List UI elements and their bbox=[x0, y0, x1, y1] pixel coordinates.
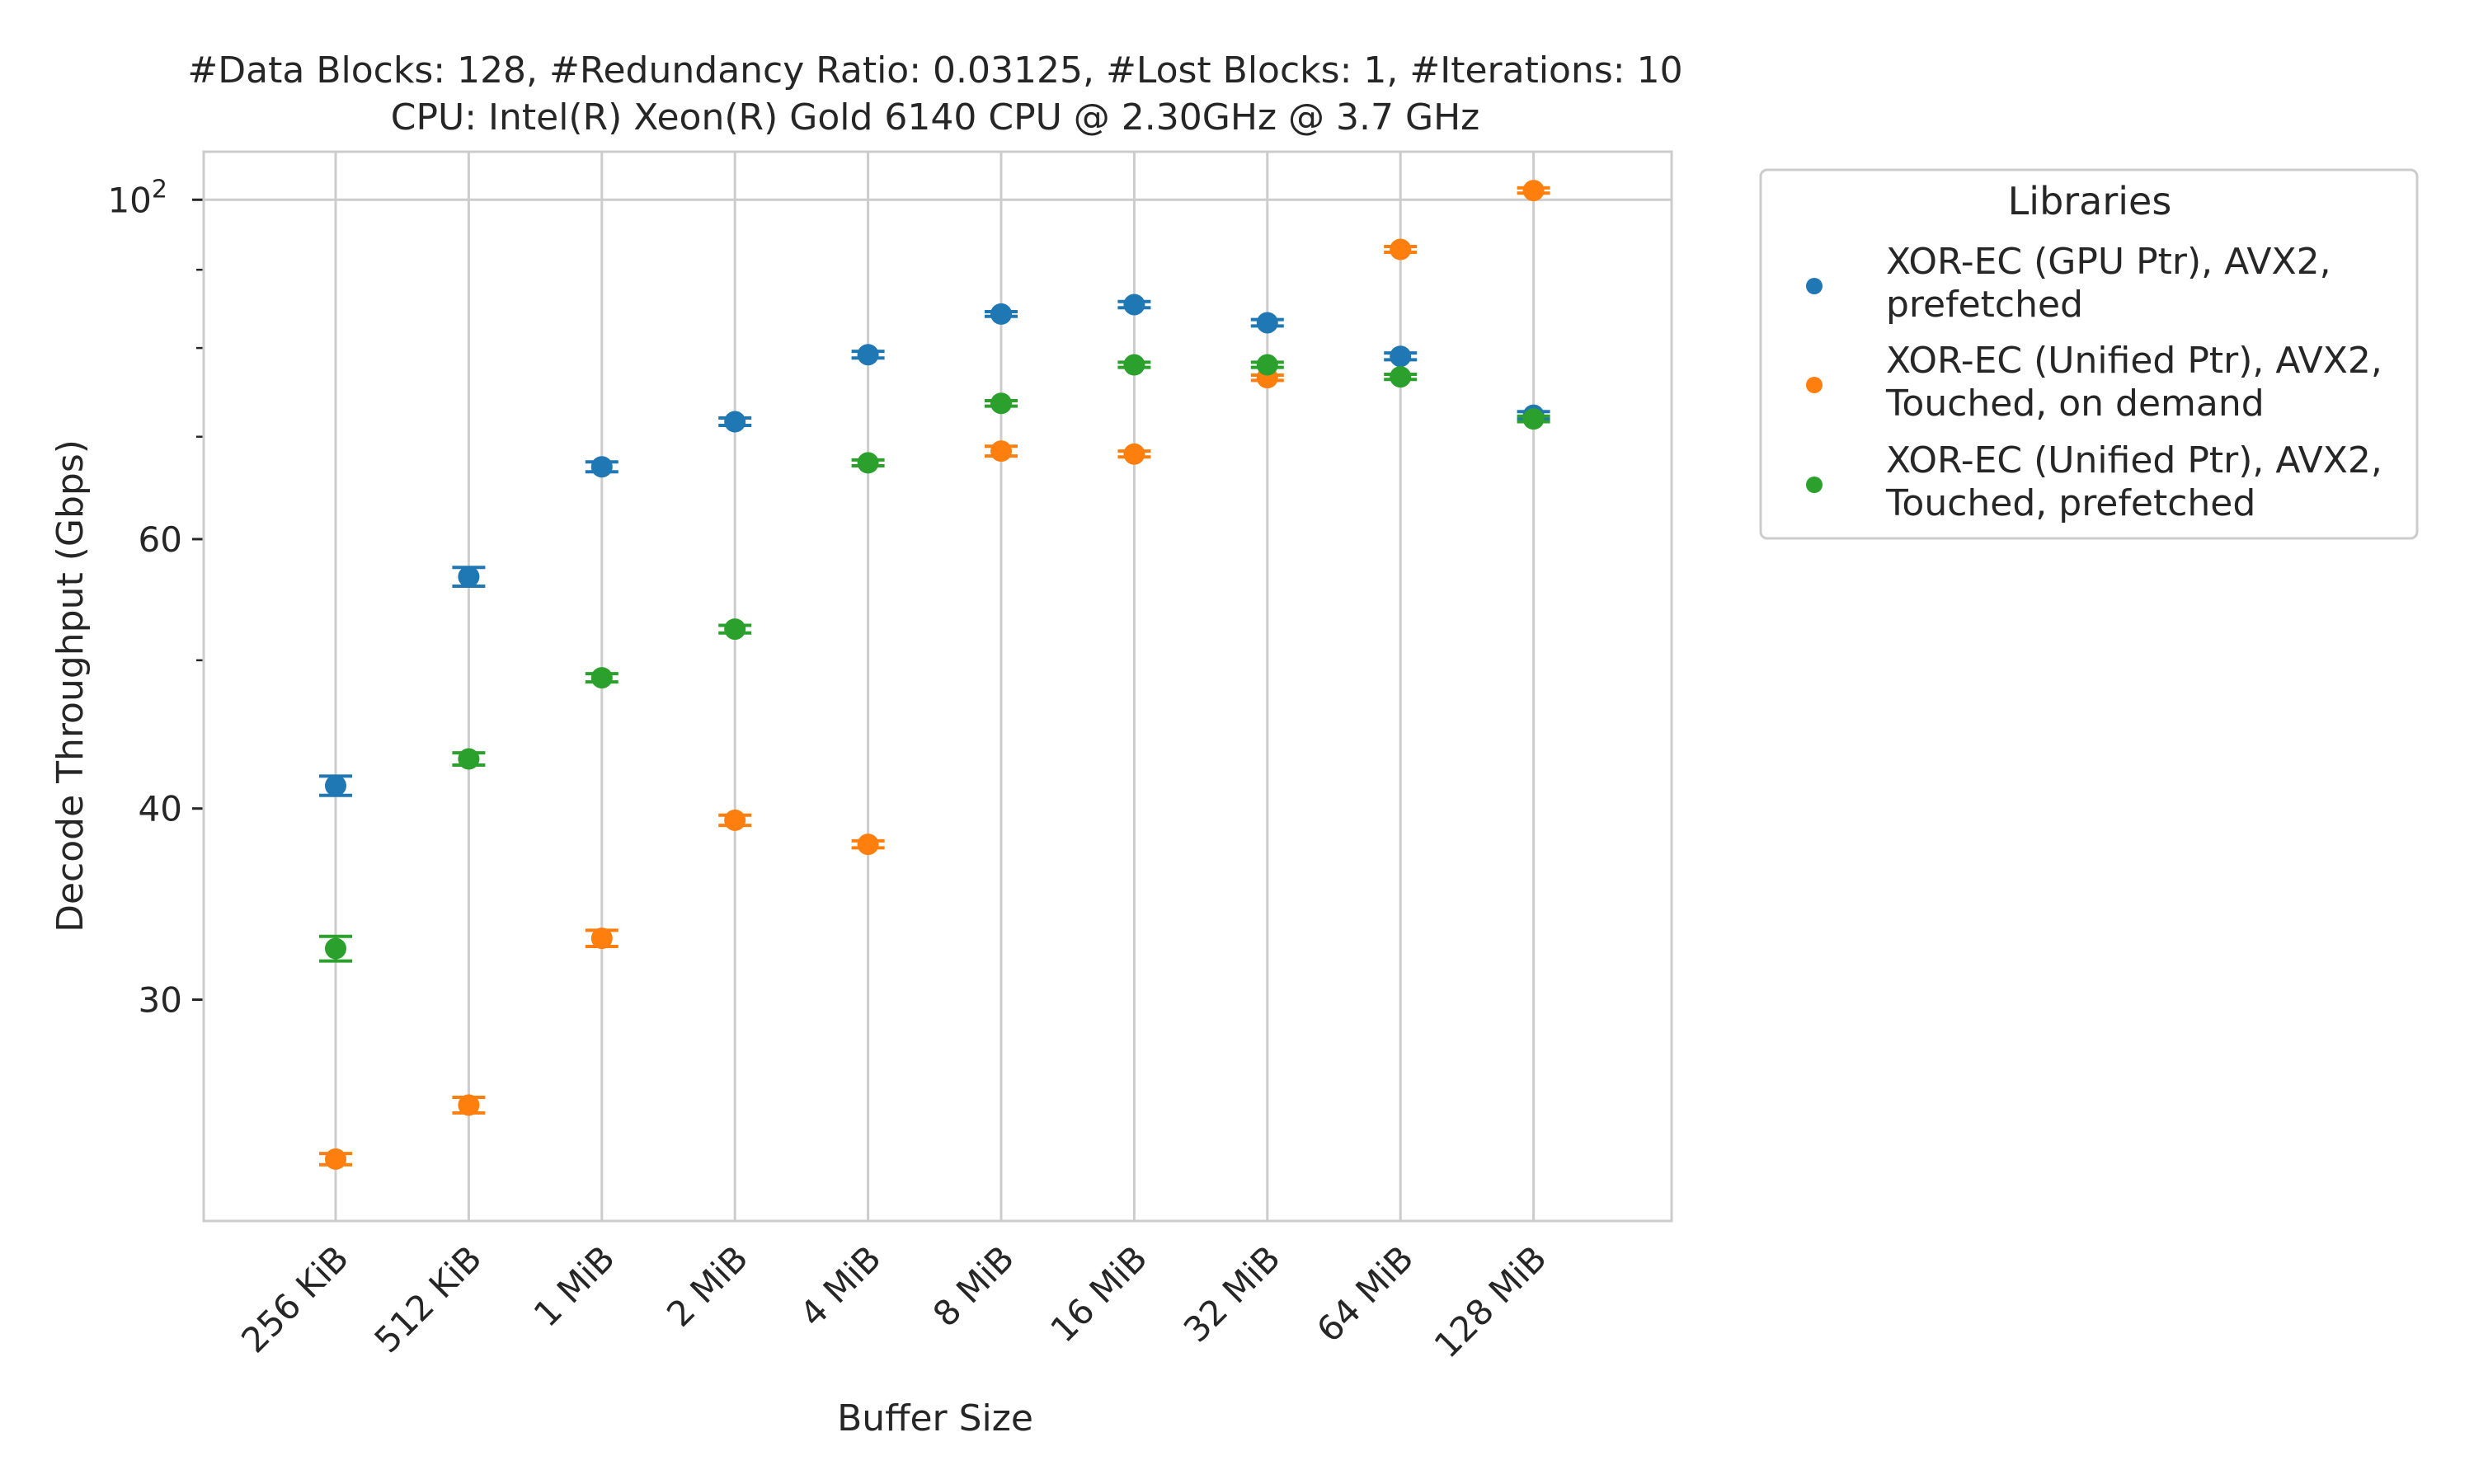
legend-label: prefetched bbox=[1886, 284, 2083, 326]
data-point bbox=[325, 1148, 346, 1170]
data-point bbox=[1522, 180, 1545, 202]
data-point bbox=[458, 566, 480, 588]
data-point bbox=[724, 618, 746, 641]
data-point bbox=[990, 392, 1012, 415]
legend-marker bbox=[1806, 477, 1823, 493]
legend: Libraries XOR-EC (GPU Ptr), AVX2,prefetc… bbox=[1759, 168, 2419, 540]
y-axis-ticks: 102 60 40 30 bbox=[107, 175, 204, 1021]
data-point bbox=[590, 456, 613, 478]
y-tick-label: 60 bbox=[139, 519, 182, 560]
y-tick-label: 30 bbox=[139, 980, 182, 1021]
series-group bbox=[319, 294, 1550, 797]
legend-title: Libraries bbox=[2008, 179, 2172, 223]
data-point bbox=[1390, 366, 1412, 388]
data-point bbox=[724, 809, 746, 831]
data-point bbox=[1123, 443, 1145, 465]
chart-title-line2: CPU: Intel(R) Xeon(R) Gold 6140 CPU @ 2.… bbox=[391, 96, 1480, 139]
x-axis-label: Buffer Size bbox=[837, 1397, 1033, 1439]
data-point bbox=[857, 834, 879, 856]
data-point bbox=[458, 1094, 480, 1116]
legend-label: Touched, on demand bbox=[1885, 383, 2265, 425]
chart-title-line1: #Data Blocks: 128, #Redundancy Ratio: 0.… bbox=[187, 49, 1682, 92]
legend-label: XOR-EC (Unified Ptr), AVX2, bbox=[1886, 340, 2382, 382]
y-axis-label: Decode Throughput (Gbps) bbox=[49, 439, 92, 932]
series-group bbox=[319, 354, 1550, 963]
data-point bbox=[1390, 238, 1412, 261]
data-point bbox=[724, 411, 746, 433]
data-point bbox=[1256, 354, 1278, 376]
legend-label: XOR-EC (Unified Ptr), AVX2, bbox=[1886, 439, 2382, 481]
data-point bbox=[325, 774, 346, 796]
data-point bbox=[590, 928, 613, 950]
legend-box bbox=[1759, 168, 2419, 540]
data-point bbox=[990, 303, 1012, 325]
legend-marker bbox=[1806, 377, 1823, 393]
data-marks bbox=[319, 180, 1550, 1170]
data-point bbox=[1256, 312, 1278, 334]
data-point bbox=[990, 440, 1012, 463]
data-point bbox=[590, 667, 613, 689]
legend-label: XOR-EC (GPU Ptr), AVX2, bbox=[1886, 241, 2331, 283]
data-point bbox=[1123, 294, 1145, 316]
legend-marker bbox=[1806, 278, 1823, 294]
plot-frame bbox=[202, 150, 1673, 1223]
data-point bbox=[458, 748, 480, 770]
legend-label: Touched, prefetched bbox=[1885, 482, 2255, 524]
data-point bbox=[857, 452, 879, 474]
legend-items: XOR-EC (GPU Ptr), AVX2,prefetched XOR-EC … bbox=[1806, 241, 2382, 524]
data-point bbox=[1390, 345, 1412, 368]
data-point bbox=[1522, 408, 1545, 430]
data-point bbox=[857, 344, 879, 366]
y-tick-label: 40 bbox=[139, 789, 182, 829]
data-point bbox=[325, 937, 346, 960]
y-tick-label: 102 bbox=[107, 175, 167, 220]
data-point bbox=[1123, 354, 1145, 376]
